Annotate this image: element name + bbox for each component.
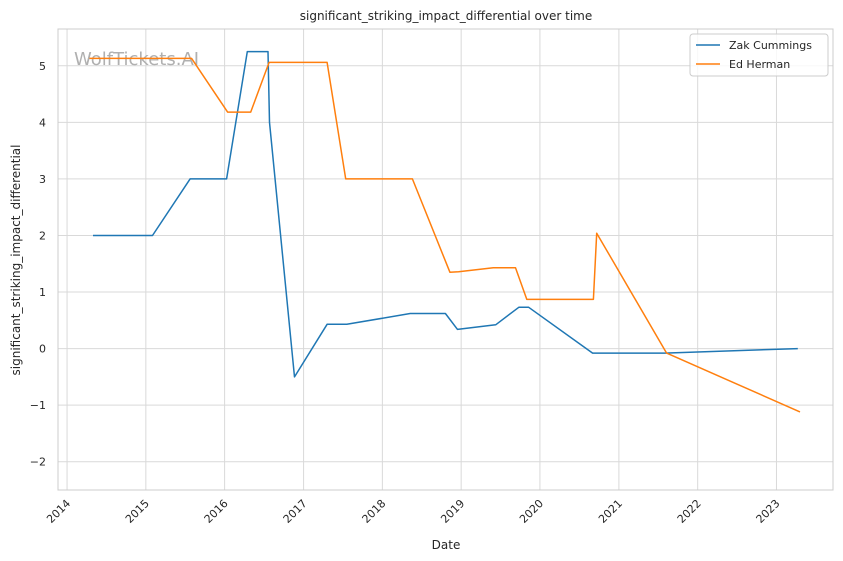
watermark: WolfTickets.AI: [74, 49, 199, 70]
series-line-0: [93, 50, 798, 378]
series-layer: [89, 50, 801, 413]
legend-label: Ed Herman: [729, 58, 790, 71]
x-tick-label: 2018: [360, 497, 389, 526]
x-tick-label: 2023: [754, 497, 783, 526]
x-tick-label: 2014: [44, 497, 73, 526]
y-tick-label: 1: [39, 286, 46, 299]
x-tick-label: 2021: [596, 497, 625, 526]
x-tick-label: 2017: [281, 497, 310, 526]
legend-label: Zak Cummings: [729, 39, 812, 52]
series-line-1: [89, 57, 801, 413]
y-axis-label: significant_striking_impact_differential: [9, 145, 23, 376]
y-tick-label: 5: [39, 60, 46, 73]
x-tick-label: 2015: [123, 497, 152, 526]
legend-box: [689, 33, 829, 77]
plot-frame: [57, 28, 834, 491]
y-tick-label: −1: [30, 399, 46, 412]
x-tick-label: 2020: [517, 497, 546, 526]
grid-layer: [58, 29, 833, 490]
y-tick-label: 3: [39, 173, 46, 186]
y-tick-label: −2: [30, 456, 46, 469]
legend: Zak Cummings Ed Herman: [689, 33, 829, 77]
y-tick-label: 0: [39, 343, 46, 356]
x-tick-label: 2022: [675, 497, 704, 526]
x-tick-label: 2016: [202, 497, 231, 526]
x-tick-labels: 2014 2015 2016 2017 2018 2019 2020 2021 2022 2023: [44, 497, 782, 526]
x-axis-label: Date: [432, 538, 461, 552]
chart-title: significant_striking_impact_differential…: [300, 9, 592, 23]
y-tick-label: 4: [39, 116, 46, 129]
x-tick-label: 2019: [438, 497, 467, 526]
y-tick-label: 2: [39, 229, 46, 242]
y-tick-labels: −2 −1 0 1 2 3 4 5: [30, 60, 46, 469]
